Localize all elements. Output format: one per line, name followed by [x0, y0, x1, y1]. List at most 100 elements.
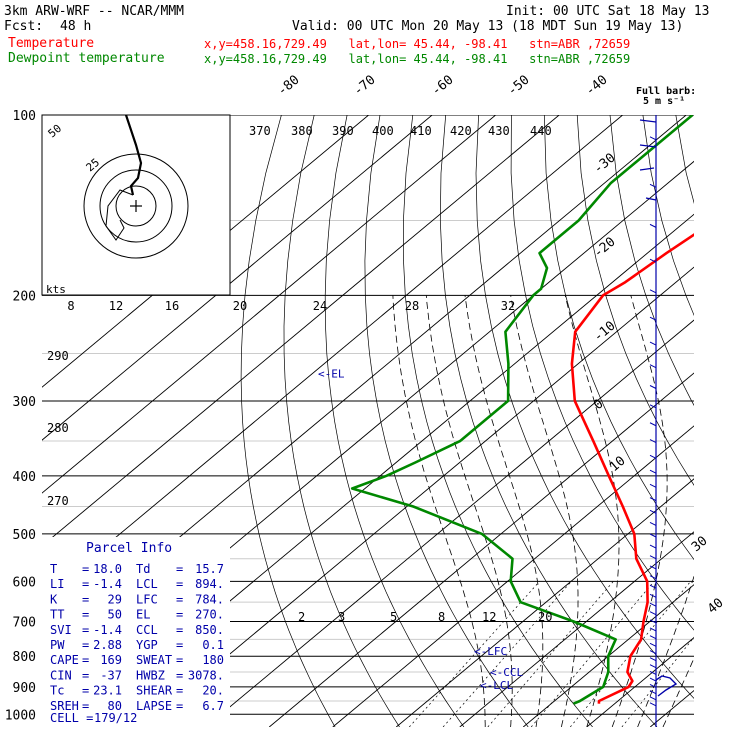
- dry-adiabat: [439, 115, 658, 727]
- isotherm: [522, 584, 694, 727]
- hodograph-trace: [124, 114, 143, 196]
- dry-adiabat: [283, 115, 400, 727]
- parcel-info-cell: LI: [50, 577, 64, 591]
- svg-text:=: =: [176, 562, 183, 576]
- wind-barb: [649, 664, 657, 669]
- wind-barb: [649, 584, 657, 589]
- barb-legend-title: Full barb:: [636, 86, 696, 97]
- parcel-info-cell: Tc: [50, 684, 64, 698]
- hodograph-ring: [99, 169, 173, 243]
- parcel-info-cell: 270.: [195, 608, 224, 622]
- parcel-info-cell: -37: [100, 668, 122, 682]
- svg-text:=: =: [82, 577, 89, 591]
- isotherm-label: -40: [583, 72, 611, 99]
- parcel-info-cell: 0.1: [202, 638, 224, 652]
- theta-label: 410: [410, 124, 432, 138]
- parcel-info-cell: LAPSE: [136, 699, 172, 713]
- mixing-ratio-label: 5: [390, 610, 397, 624]
- dry-adiabat: [324, 115, 465, 727]
- dry-adiabat: [675, 115, 694, 205]
- isotherm-label: 40: [705, 596, 727, 618]
- wind-barb: [649, 677, 657, 682]
- parcel-info-cell: 50: [108, 608, 122, 622]
- svg-text:=: =: [82, 592, 89, 606]
- theta-label: 370: [249, 124, 271, 138]
- parcel-info-cell: 18.0: [93, 562, 122, 576]
- moist-adiabat: [637, 575, 694, 727]
- parcel-info-cell: 6.7: [202, 699, 224, 713]
- svg-text:=: =: [176, 684, 183, 698]
- mixing-ratio-label: 3: [338, 610, 345, 624]
- svg-text:=: =: [82, 608, 89, 622]
- parcel-info-cell: SREH: [50, 699, 79, 713]
- pressure-label-900: 900: [13, 681, 36, 696]
- svg-text:=: =: [82, 623, 89, 637]
- svg-text:=: =: [176, 577, 183, 591]
- parcel-info-cell: 180: [202, 653, 224, 667]
- parcel-info-cell: 20.: [202, 684, 224, 698]
- low-level-wind-barbs: [655, 675, 678, 697]
- isotherm-label: -60: [429, 72, 457, 99]
- wind-barb: [649, 544, 657, 549]
- wind-barb: [649, 684, 657, 688]
- svg-text:=: =: [82, 684, 89, 698]
- parcel-info-cell: 894.: [195, 577, 224, 591]
- isotherm: [268, 372, 694, 727]
- isotherm-label: -80: [275, 72, 303, 99]
- parcel-info-cell: SWEAT: [136, 653, 172, 667]
- moist-adiabat: [392, 295, 486, 727]
- parcel-info-cell: EL: [136, 608, 150, 622]
- theta-label: 290: [47, 349, 69, 363]
- parcel-info-box: Parcel Info T 18.0 Td 15.7= =LI -1.4 LCL 894.= =…: [42, 537, 230, 727]
- isotherm: [42, 115, 496, 494]
- moist-adiabat: [662, 657, 694, 727]
- wind-barbs: [639, 115, 678, 727]
- wind-barb: [649, 223, 657, 228]
- wind-barb: [649, 670, 657, 675]
- parcel-info-cell: -1.4: [93, 577, 122, 591]
- hodograph-trace-lower: [105, 189, 134, 241]
- wind-barb: [649, 258, 657, 263]
- parcel-info-cell: 169: [100, 653, 122, 667]
- temperature-legend-label: Temperature: [8, 36, 95, 51]
- svg-text:=: =: [176, 699, 183, 713]
- barb-legend-value: 5 m s⁻¹: [643, 96, 685, 107]
- parcel-info-cell: PW: [50, 638, 65, 652]
- svg-text:=: =: [176, 653, 183, 667]
- wind-barb: [649, 136, 657, 141]
- temperature-trace: [570, 233, 694, 704]
- speed-scale-label: 8: [67, 299, 74, 313]
- speed-scale-label: 16: [165, 299, 179, 313]
- mixing-ratio-line: [442, 581, 572, 727]
- svg-text:=: =: [82, 699, 89, 713]
- parcel-info-cell: 29: [108, 592, 122, 606]
- svg-text:=: =: [82, 653, 89, 667]
- parcel-info-cell: 784.: [195, 592, 224, 606]
- pressure-label-300: 300: [13, 395, 36, 410]
- parcel-info-cell: T: [50, 562, 57, 576]
- parcel-info-cell: CCL: [136, 623, 158, 637]
- wind-barb: [649, 533, 657, 538]
- parcel-info-cell: HWBZ: [136, 668, 165, 682]
- level-marker-el: <-EL: [318, 368, 345, 381]
- isotherm: [649, 689, 694, 727]
- parcel-info-cell: SVI: [50, 623, 72, 637]
- theta-label: 430: [488, 124, 510, 138]
- speed-scale-label: 12: [109, 299, 123, 313]
- isotherm: [714, 115, 740, 727]
- parcel-info-title: Parcel Info: [86, 541, 172, 556]
- dry-adiabat: [240, 115, 336, 727]
- wind-barb: [649, 575, 657, 580]
- svg-text:=: =: [82, 562, 89, 576]
- pressure-label-600: 600: [13, 575, 36, 590]
- pressure-label-700: 700: [13, 615, 36, 630]
- speed-scale-label: 20: [233, 299, 247, 313]
- isotherm: [42, 115, 433, 441]
- wind-barb: [649, 593, 657, 598]
- wind-barb: [649, 469, 657, 474]
- wind-barb: [649, 690, 657, 695]
- parcel-info-cell: SHEAR: [136, 684, 173, 698]
- theta-label: 270: [47, 494, 69, 508]
- wind-barb: [649, 454, 657, 459]
- parcel-info-cell: 15.7: [195, 562, 224, 576]
